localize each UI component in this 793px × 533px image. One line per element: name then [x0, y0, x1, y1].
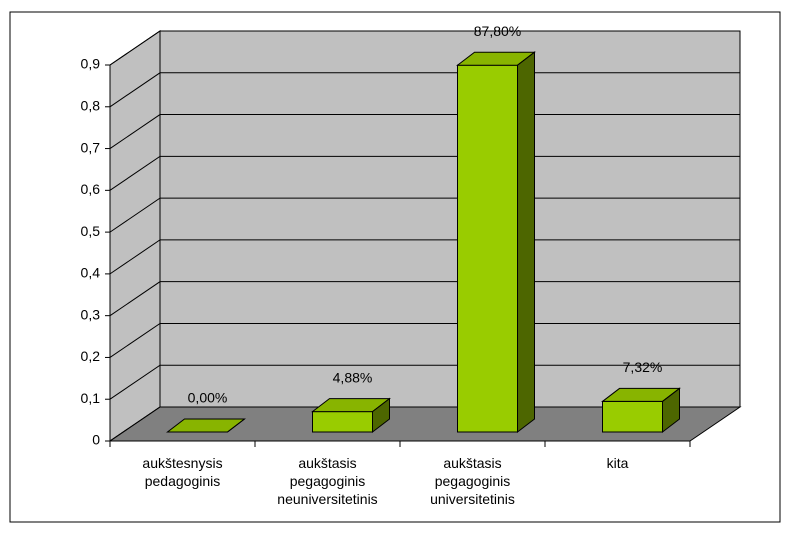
value-label: 87,80% — [474, 23, 521, 39]
grid-line — [109, 322, 740, 358]
bar-side — [227, 418, 245, 433]
y-tick-label: 0,1 — [81, 390, 101, 406]
grid-line — [109, 406, 740, 442]
bar-side — [372, 397, 390, 434]
y-tick-label: 0,9 — [81, 56, 101, 72]
y-tick-label: 0,7 — [81, 139, 101, 155]
grid-line — [109, 114, 740, 149]
x-tick-label: kita — [606, 455, 629, 471]
grid-line — [109, 239, 740, 275]
grid-line — [109, 30, 740, 66]
bar-front — [602, 400, 663, 433]
bar-side — [662, 387, 680, 434]
x-tick-label: aukštasis pegagoginis neuniversitetinis — [277, 455, 378, 507]
bar-front — [457, 64, 518, 433]
y-tick-label: 0 — [92, 432, 100, 448]
grid-line — [109, 364, 740, 400]
chart-border — [9, 11, 781, 523]
y-tick-label: 0,4 — [81, 265, 101, 281]
y-tick-label: 0,2 — [81, 348, 101, 364]
y-tick-label: 0,6 — [81, 181, 101, 197]
x-tick-label: aukštasis pegagoginis universitetinis — [430, 455, 515, 507]
bar-side — [517, 51, 535, 434]
grid-line — [109, 155, 740, 191]
grid-line — [109, 197, 740, 233]
back-wall — [109, 30, 161, 442]
back-wall — [159, 30, 741, 408]
y-tick-label: 0,5 — [81, 223, 101, 239]
grid-line — [109, 281, 740, 317]
y-tick-label: 0,8 — [81, 97, 101, 113]
value-label: 4,88% — [333, 369, 373, 385]
value-label: 7,32% — [623, 359, 663, 375]
bar-front — [312, 411, 373, 433]
x-tick-label: aukštesnysis pedagoginis — [142, 455, 223, 489]
grid-line — [109, 72, 740, 108]
y-tick-label: 0,3 — [81, 306, 101, 322]
value-label: 0,00% — [188, 390, 228, 406]
